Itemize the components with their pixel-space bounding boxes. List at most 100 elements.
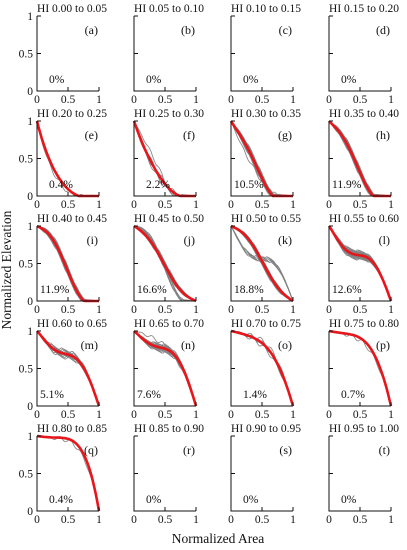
curve-group bbox=[327, 225, 393, 302]
x-tick-label: 1 bbox=[96, 199, 102, 211]
panel-e: HI 0.20 to 0.25 0 0.5 1 0 0.5 1 (e) 0.4% bbox=[19, 108, 108, 211]
panel-percentage: 2.2% bbox=[146, 179, 170, 191]
x-tick-label: 0 bbox=[326, 304, 332, 316]
y-tick-label: 0 bbox=[27, 191, 33, 203]
panel-title: HI 0.75 to 0.80 bbox=[329, 318, 399, 330]
x-tick-label: 0 bbox=[131, 199, 137, 211]
panel-percentage: 5.1% bbox=[40, 389, 64, 401]
curve-group bbox=[36, 434, 101, 512]
y-tick-label: 0 bbox=[27, 506, 33, 518]
panel-letter: (n) bbox=[181, 338, 195, 352]
mean-curve bbox=[230, 329, 295, 407]
x-tick-label: 0.5 bbox=[353, 409, 368, 421]
panel-n: HI 0.65 to 0.70 0 0.5 1 (n) 7.6% bbox=[131, 318, 204, 421]
panel-letter: (j) bbox=[184, 233, 195, 247]
x-tick-label: 0.5 bbox=[61, 199, 76, 211]
x-tick-label: 0.5 bbox=[61, 514, 76, 526]
panel-percentage: 0.4% bbox=[49, 494, 73, 506]
panel-letter: (l) bbox=[379, 233, 390, 247]
panel-title: HI 0.25 to 0.30 bbox=[134, 108, 204, 120]
y-tick-label: 1 bbox=[27, 326, 33, 338]
curve-group bbox=[328, 329, 393, 407]
panel-letter: (d) bbox=[376, 23, 390, 37]
y-axis-title: Normalized Elevation bbox=[0, 210, 14, 329]
x-tick-label: 1 bbox=[193, 304, 199, 316]
panel-percentage: 0% bbox=[341, 74, 357, 86]
x-tick-label: 1 bbox=[193, 514, 199, 526]
panel-percentage: 0% bbox=[243, 494, 259, 506]
y-tick-label: 0 bbox=[27, 296, 33, 308]
x-tick-label: 1 bbox=[388, 199, 394, 211]
x-tick-label: 0.5 bbox=[353, 514, 368, 526]
panel-percentage: 18.8% bbox=[234, 284, 264, 296]
x-tick-label: 0.5 bbox=[158, 94, 173, 106]
mean-curve bbox=[230, 224, 294, 303]
x-tick-label: 1 bbox=[290, 94, 296, 106]
x-tick-label: 0.5 bbox=[255, 514, 270, 526]
x-tick-label: 0.5 bbox=[158, 514, 173, 526]
x-tick-label: 0.5 bbox=[61, 409, 76, 421]
x-tick-label: 1 bbox=[290, 199, 296, 211]
panel-title: HI 0.10 to 0.15 bbox=[231, 3, 301, 15]
panel-k: HI 0.50 to 0.55 0 0.5 1 (k) 18.8% bbox=[228, 213, 301, 316]
x-tick-label: 0 bbox=[131, 304, 137, 316]
panel-percentage: 0.7% bbox=[341, 389, 365, 401]
panel-l: HI 0.55 to 0.60 0 0.5 1 (l) 12.6% bbox=[326, 213, 399, 316]
panel-percentage: 16.6% bbox=[137, 284, 167, 296]
panel-title: HI 0.20 to 0.25 bbox=[37, 108, 107, 120]
y-tick-label: 0.5 bbox=[19, 49, 34, 61]
panel-j: HI 0.45 to 0.50 0 0.5 1 (j) 16.6% bbox=[131, 213, 204, 316]
panel-letter: (r) bbox=[183, 443, 195, 457]
x-tick-label: 1 bbox=[388, 514, 394, 526]
x-axis-title: Normalized Area bbox=[172, 531, 265, 546]
y-tick-label: 0.5 bbox=[19, 364, 34, 376]
x-tick-label: 0 bbox=[34, 94, 40, 106]
panel-letter: (m) bbox=[81, 338, 98, 352]
x-tick-label: 1 bbox=[96, 304, 102, 316]
panel-title: HI 0.90 to 0.95 bbox=[231, 423, 301, 435]
panel-title: HI 0.50 to 0.55 bbox=[231, 213, 301, 225]
y-tick-label: 1 bbox=[27, 221, 33, 233]
x-tick-label: 0 bbox=[131, 409, 137, 421]
y-tick-label: 0.5 bbox=[19, 259, 34, 271]
panel-letter: (b) bbox=[181, 23, 195, 37]
x-tick-label: 0.5 bbox=[61, 304, 76, 316]
x-tick-label: 0 bbox=[34, 409, 40, 421]
x-tick-label: 0 bbox=[34, 514, 40, 526]
mean-curve bbox=[133, 224, 197, 303]
panel-letter: (s) bbox=[279, 443, 292, 457]
y-tick-label: 1 bbox=[27, 11, 33, 23]
x-tick-label: 0 bbox=[228, 199, 234, 211]
x-tick-label: 0.5 bbox=[158, 199, 173, 211]
curve-group bbox=[229, 120, 294, 198]
panel-f: HI 0.25 to 0.30 0 0.5 1 (f) 2.2% bbox=[131, 108, 204, 211]
panel-g: HI 0.30 to 0.35 0 0.5 1 (g) 10.5% bbox=[228, 108, 301, 211]
y-tick-label: 1 bbox=[27, 116, 33, 128]
panel-i: HI 0.40 to 0.45 0 0.5 1 0 0.5 1 (i) 11.9% bbox=[19, 213, 108, 316]
panel-title: HI 0.70 to 0.75 bbox=[231, 318, 301, 330]
panel-b: HI 0.05 to 0.10 0 0.5 1 (b) 0% bbox=[131, 3, 204, 106]
panel-percentage: 12.6% bbox=[332, 284, 362, 296]
x-tick-label: 1 bbox=[290, 304, 296, 316]
curve-group bbox=[230, 224, 294, 303]
panel-letter: (t) bbox=[379, 443, 390, 457]
x-tick-label: 0 bbox=[228, 304, 234, 316]
x-tick-label: 0 bbox=[326, 514, 332, 526]
x-tick-label: 0 bbox=[228, 514, 234, 526]
panel-o: HI 0.70 to 0.75 0 0.5 1 (o) 1.4% bbox=[228, 318, 301, 421]
x-tick-label: 1 bbox=[193, 409, 199, 421]
x-tick-label: 0.5 bbox=[61, 94, 76, 106]
panel-letter: (k) bbox=[278, 233, 292, 247]
panel-percentage: 0% bbox=[146, 494, 162, 506]
mean-curve bbox=[36, 434, 101, 512]
x-tick-label: 0 bbox=[131, 514, 137, 526]
panel-title: HI 0.60 to 0.65 bbox=[37, 318, 107, 330]
panel-title: HI 0.00 to 0.05 bbox=[37, 3, 107, 15]
y-tick-label: 0.5 bbox=[19, 469, 34, 481]
curve-group bbox=[133, 330, 198, 407]
x-tick-label: 1 bbox=[388, 304, 394, 316]
y-tick-label: 0.5 bbox=[19, 154, 34, 166]
x-tick-label: 0.5 bbox=[255, 304, 270, 316]
x-tick-label: 0.5 bbox=[255, 199, 270, 211]
